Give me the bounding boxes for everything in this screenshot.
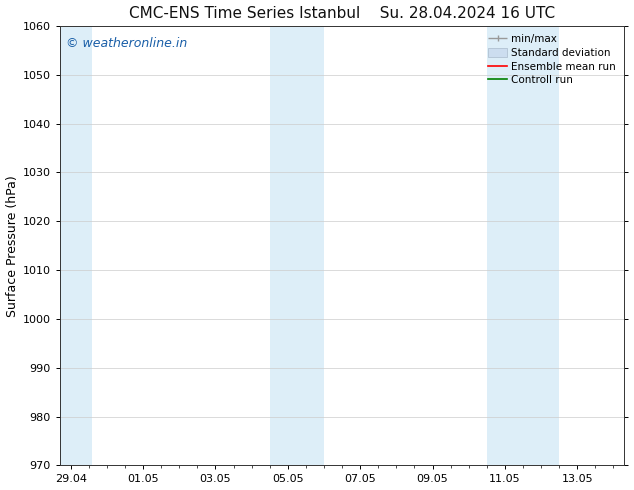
Bar bbox=[269, 26, 324, 466]
Title: CMC-ENS Time Series Istanbul    Su. 28.04.2024 16 UTC: CMC-ENS Time Series Istanbul Su. 28.04.2… bbox=[129, 5, 555, 21]
Bar bbox=[60, 26, 93, 466]
Text: © weatheronline.in: © weatheronline.in bbox=[65, 37, 187, 50]
Y-axis label: Surface Pressure (hPa): Surface Pressure (hPa) bbox=[6, 175, 18, 317]
Legend: min/max, Standard deviation, Ensemble mean run, Controll run: min/max, Standard deviation, Ensemble me… bbox=[485, 31, 619, 88]
Bar bbox=[487, 26, 559, 466]
